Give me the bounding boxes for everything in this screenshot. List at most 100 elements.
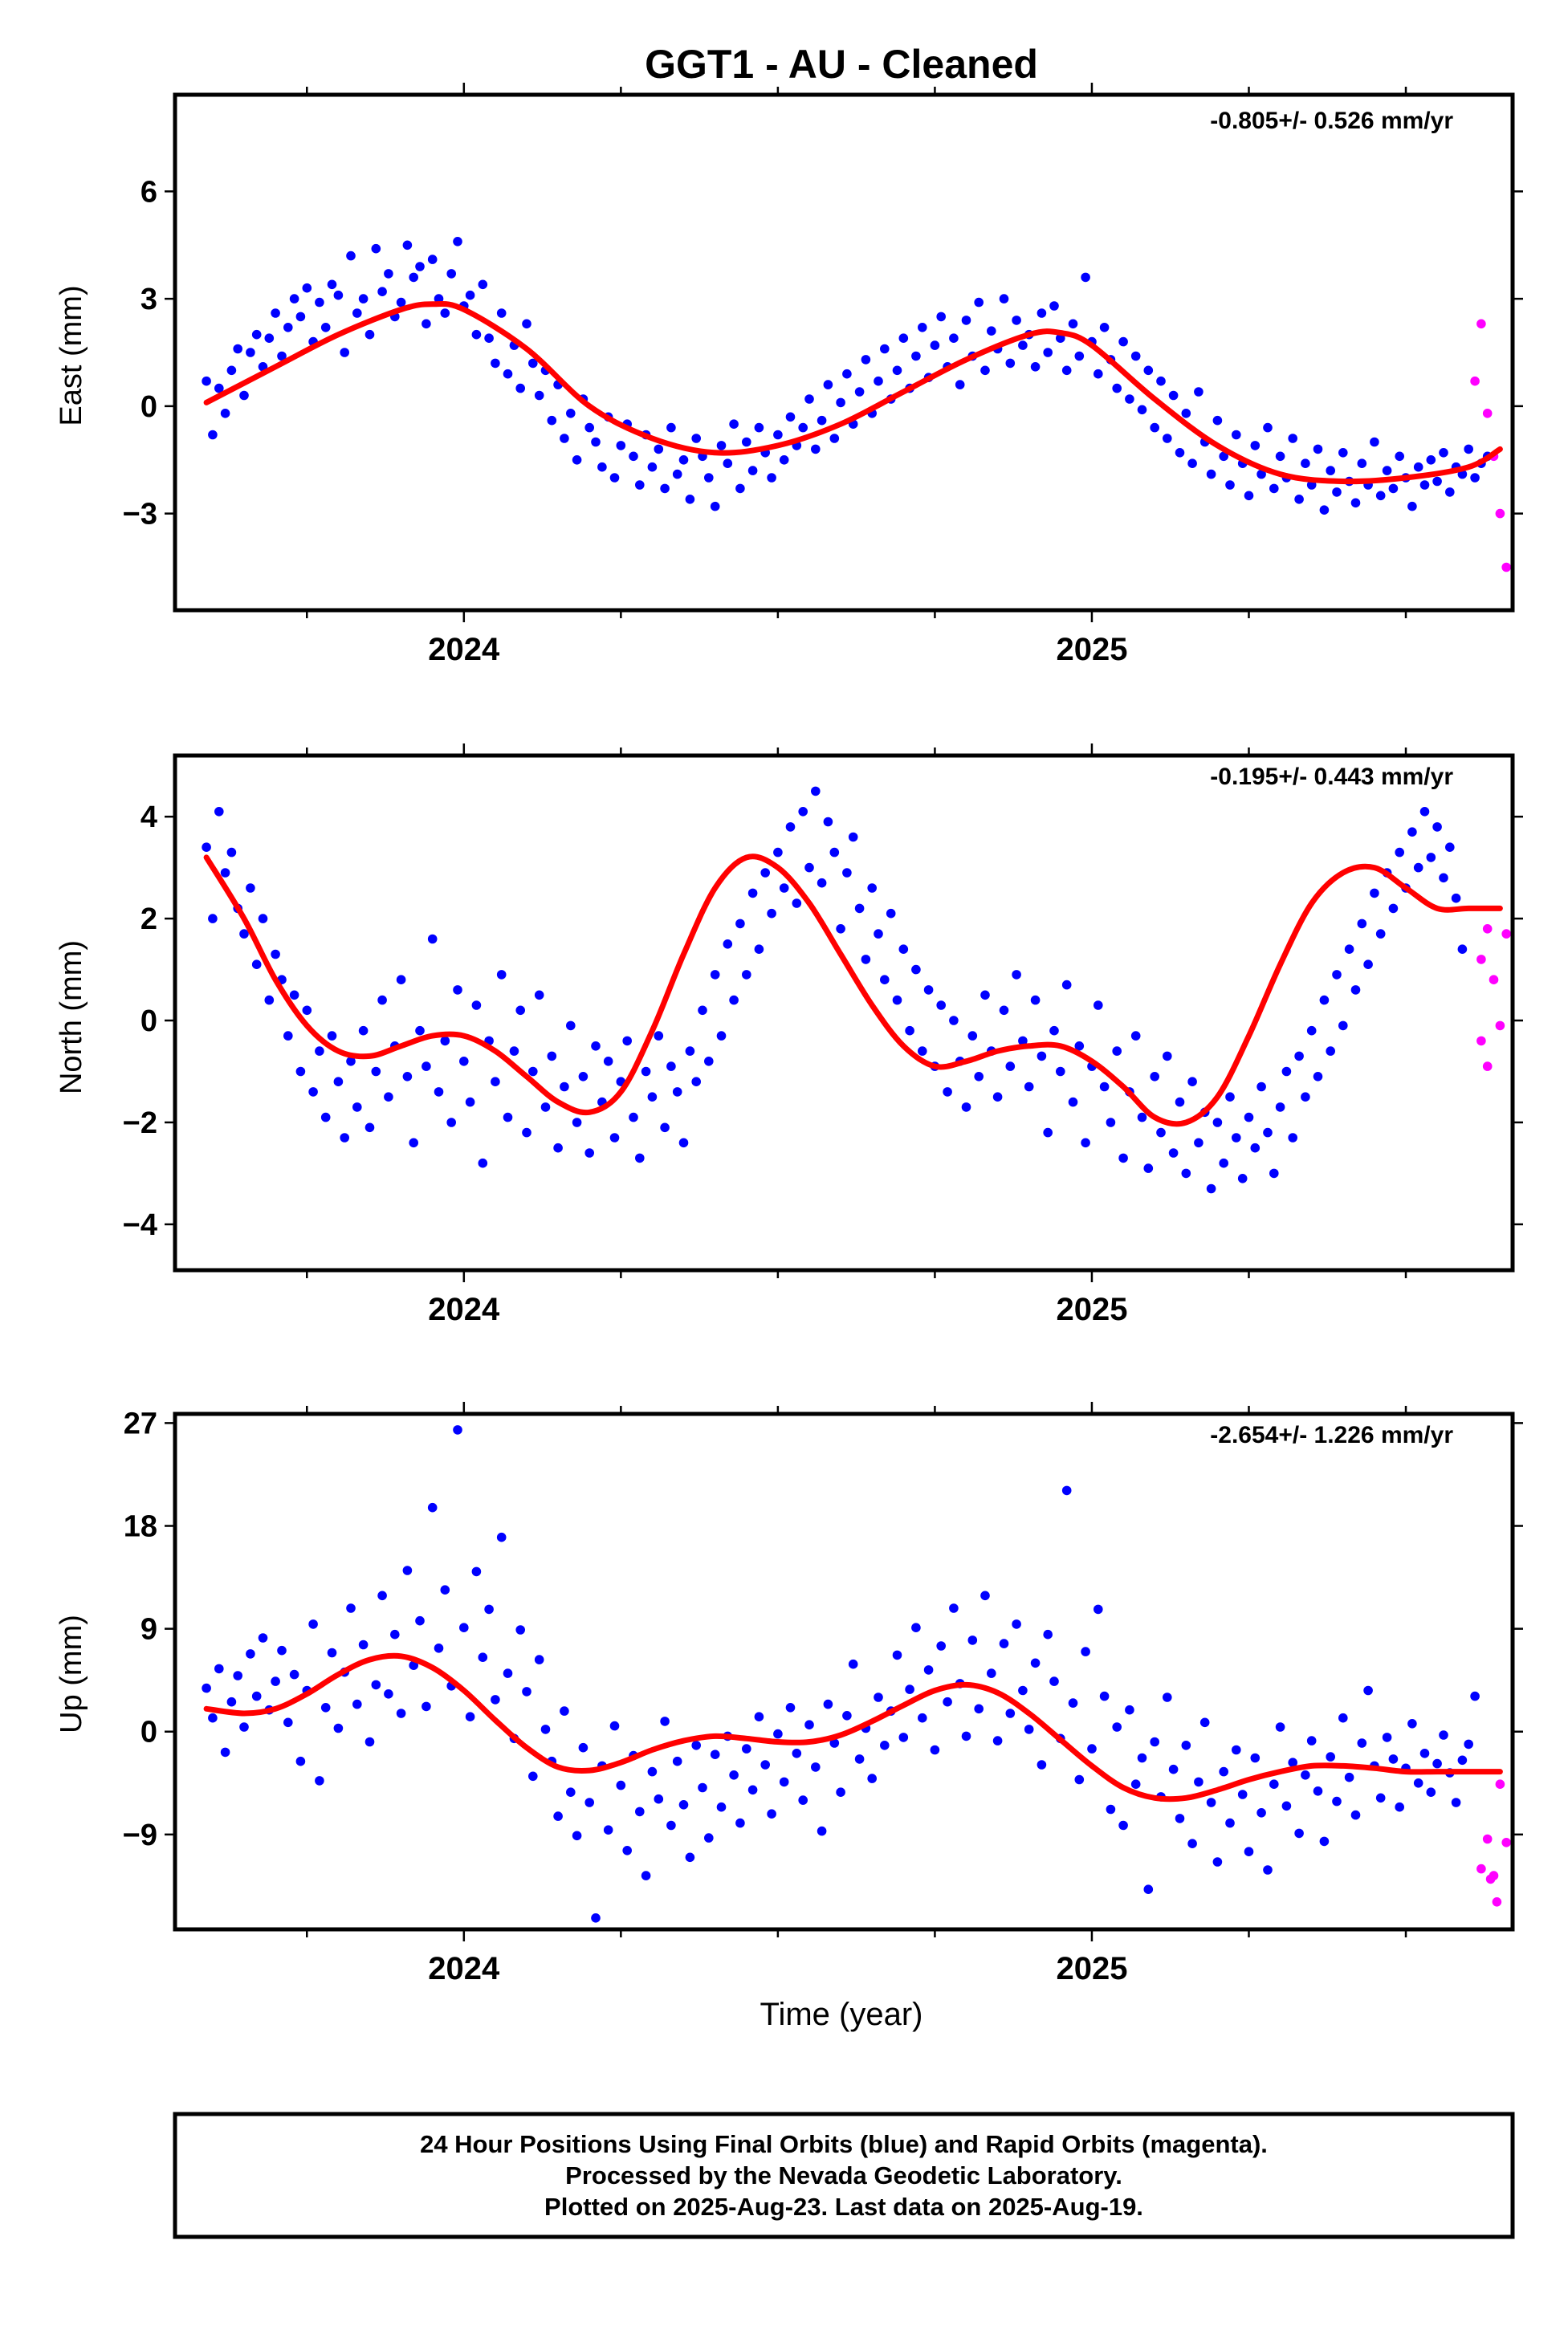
north-ytick-label: 4 [141, 800, 157, 834]
east-ytick-label: 0 [141, 390, 157, 424]
north-final-point [239, 929, 249, 939]
east-final-point [1163, 434, 1172, 443]
east-final-point [239, 390, 249, 401]
east-final-point [315, 297, 324, 308]
up-final-point [678, 1800, 689, 1810]
north-final-point [798, 807, 808, 817]
north-final-point [880, 975, 890, 984]
north-final-point [1332, 970, 1342, 980]
north-final-point [208, 914, 218, 923]
up-final-point [1426, 1787, 1436, 1797]
up-final-point [1294, 1828, 1304, 1839]
north-final-point [723, 939, 733, 949]
up-final-point [1301, 1770, 1310, 1780]
east-final-point [742, 437, 751, 447]
east-final-point [1194, 387, 1203, 397]
north-final-point [396, 975, 406, 984]
north-final-point [1206, 1183, 1216, 1194]
east-final-point [320, 323, 331, 332]
up-final-point [603, 1825, 613, 1835]
east-final-point [333, 290, 344, 300]
up-final-point [289, 1669, 299, 1680]
up-final-point [503, 1668, 513, 1678]
east-final-point [1464, 444, 1473, 454]
north-final-point [540, 1102, 551, 1112]
up-final-point [691, 1741, 701, 1750]
east-panel: East (mm) -0.805+/- 0.526 mm/yr −3 0 3 6 202… [55, 83, 1523, 667]
north-final-point [967, 1031, 978, 1041]
east-final-point [484, 333, 494, 344]
east-final-point [773, 430, 783, 440]
up-final-point [1250, 1753, 1261, 1763]
east-final-point [710, 501, 720, 511]
east-final-point [427, 255, 438, 264]
up-final-point [415, 1615, 425, 1626]
east-final-point [723, 458, 733, 468]
up-final-point [1194, 1777, 1203, 1787]
east-final-point [779, 455, 789, 465]
up-final-point [918, 1713, 927, 1723]
east-final-point [1244, 491, 1254, 501]
up-final-point [1018, 1685, 1028, 1696]
north-final-point [522, 1127, 531, 1138]
north-final-point [936, 1000, 946, 1010]
east-final-point [842, 369, 852, 379]
north-final-point [1250, 1143, 1261, 1153]
north-final-point [918, 1046, 927, 1056]
up-final-point [880, 1741, 890, 1750]
east-model-curve [203, 300, 1503, 485]
up-final-point [1338, 1713, 1348, 1723]
up-final-point [842, 1711, 852, 1721]
north-final-point [1232, 1133, 1241, 1143]
east-final-point [446, 269, 456, 279]
east-final-point [1332, 487, 1342, 497]
north-final-point [1363, 959, 1373, 969]
up-ytick-label: 18 [124, 1510, 157, 1544]
north-final-point [478, 1158, 488, 1168]
up-final-point [1470, 1691, 1480, 1701]
up-final-point [660, 1717, 670, 1726]
north-final-point [346, 1057, 356, 1066]
east-final-point [1350, 498, 1361, 508]
east-final-point [898, 333, 909, 344]
east-final-point [302, 283, 312, 293]
up-final-point [459, 1623, 469, 1632]
up-final-point [698, 1782, 707, 1793]
east-final-point [396, 297, 406, 308]
east-final-point [704, 473, 714, 483]
east-final-point [295, 312, 306, 322]
north-final-point [710, 970, 720, 980]
east-final-point [1187, 458, 1197, 468]
north-panel: North (mm) -0.195+/- 0.443 mm/yr −4 −2 0 2 4… [55, 743, 1523, 1327]
north-final-point [773, 847, 783, 857]
north-final-point [289, 990, 299, 1000]
up-final-point [867, 1774, 877, 1783]
north-final-point [503, 1112, 513, 1122]
up-final-point [384, 1689, 393, 1699]
north-final-point [271, 949, 280, 959]
up-final-point [616, 1780, 626, 1790]
up-rapid-point [1495, 1779, 1505, 1789]
up-final-point [1143, 1884, 1154, 1894]
north-final-point [1168, 1148, 1179, 1158]
north-final-point [1012, 970, 1021, 980]
east-final-point [377, 287, 387, 297]
up-final-point [522, 1687, 531, 1697]
north-final-point [1432, 822, 1442, 832]
up-rapid-point [1476, 1864, 1486, 1874]
up-final-point [358, 1640, 369, 1650]
up-final-point [1137, 1753, 1147, 1763]
up-final-point [478, 1652, 488, 1662]
east-final-point [829, 434, 840, 443]
north-final-point [747, 888, 758, 898]
north-rapid-point [1501, 929, 1511, 939]
east-final-point [1263, 422, 1273, 433]
north-final-point [1338, 1020, 1348, 1031]
east-final-point [716, 441, 727, 450]
east-final-point [1407, 501, 1417, 511]
east-xtick-label: 2024 [428, 632, 500, 667]
north-final-point [760, 868, 770, 878]
up-final-point [572, 1831, 582, 1841]
up-final-point [811, 1762, 821, 1772]
